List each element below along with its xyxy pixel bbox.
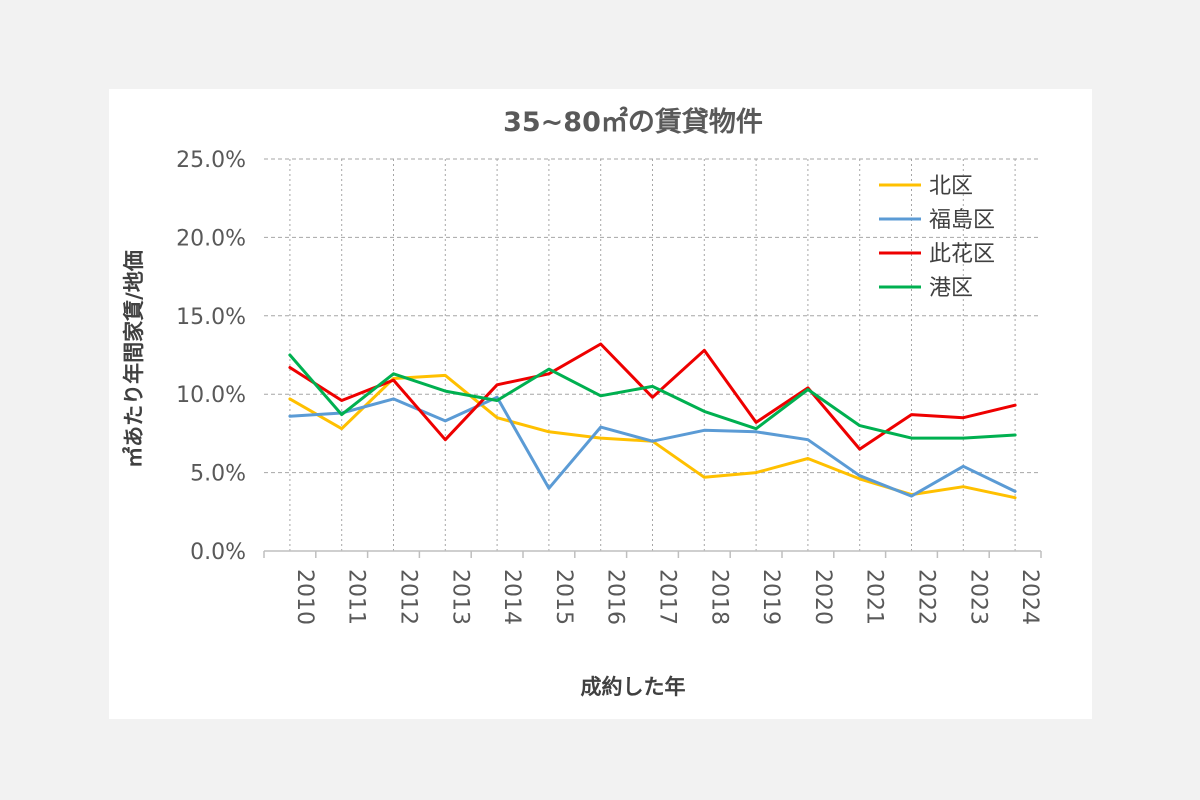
x-tick-label: 2020 (810, 569, 835, 625)
legend-label: 此花区 (929, 242, 995, 267)
x-tick-label: 2019 (758, 569, 783, 625)
x-tick-label: 2014 (499, 569, 524, 625)
y-tick-label: 5.0% (190, 462, 246, 487)
chart-title: 35~80㎡の賃貸物件 (503, 106, 763, 138)
x-tick-label: 2018 (706, 569, 731, 625)
series-line (288, 395, 1017, 498)
legend-label: 北区 (929, 174, 973, 199)
y-axis: 0.0% 5.0% 10.0% 15.0% 20.0% 25.0% (176, 148, 246, 565)
y-axis-title: ㎡あたり年間家賃/地価 (122, 250, 146, 468)
x-axis: 2010 2011 2012 2013 2014 2015 2016 2017 2018 2019… (263, 550, 1042, 625)
y-tick-label: 25.0% (176, 148, 246, 173)
y-tick-label: 20.0% (176, 226, 246, 251)
x-tick-label: 2016 (603, 569, 628, 625)
y-tick-label: 10.0% (176, 383, 246, 408)
x-tick-label: 2021 (862, 569, 887, 625)
x-tick-label: 2022 (914, 569, 939, 625)
series-lines (288, 342, 1017, 500)
legend-label: 福島区 (929, 208, 995, 233)
x-tick-label: 2023 (965, 569, 990, 625)
x-tick-label: 2012 (396, 569, 421, 625)
x-tick-label: 2010 (292, 569, 317, 625)
x-tick-label: 2011 (344, 569, 369, 625)
x-tick-label: 2024 (1017, 569, 1042, 625)
x-tick-label: 2017 (655, 569, 680, 625)
line-chart: 35~80㎡の賃貸物件 0.0% 5.0% 10.0% 15.0% 20.0% 25.0%… (122, 106, 1042, 699)
x-axis-title: 成約した年 (581, 675, 686, 699)
x-tick-label: 2015 (551, 569, 576, 625)
grid (264, 158, 1041, 551)
legend-label: 港区 (929, 276, 973, 301)
series-line (288, 342, 1017, 451)
y-tick-label: 15.0% (176, 305, 246, 330)
x-tick-label: 2013 (447, 569, 472, 625)
y-tick-label: 0.0% (190, 540, 246, 565)
series-line (288, 353, 1017, 440)
chart-panel: 35~80㎡の賃貸物件 0.0% 5.0% 10.0% 15.0% 20.0% 25.0%… (109, 89, 1092, 719)
